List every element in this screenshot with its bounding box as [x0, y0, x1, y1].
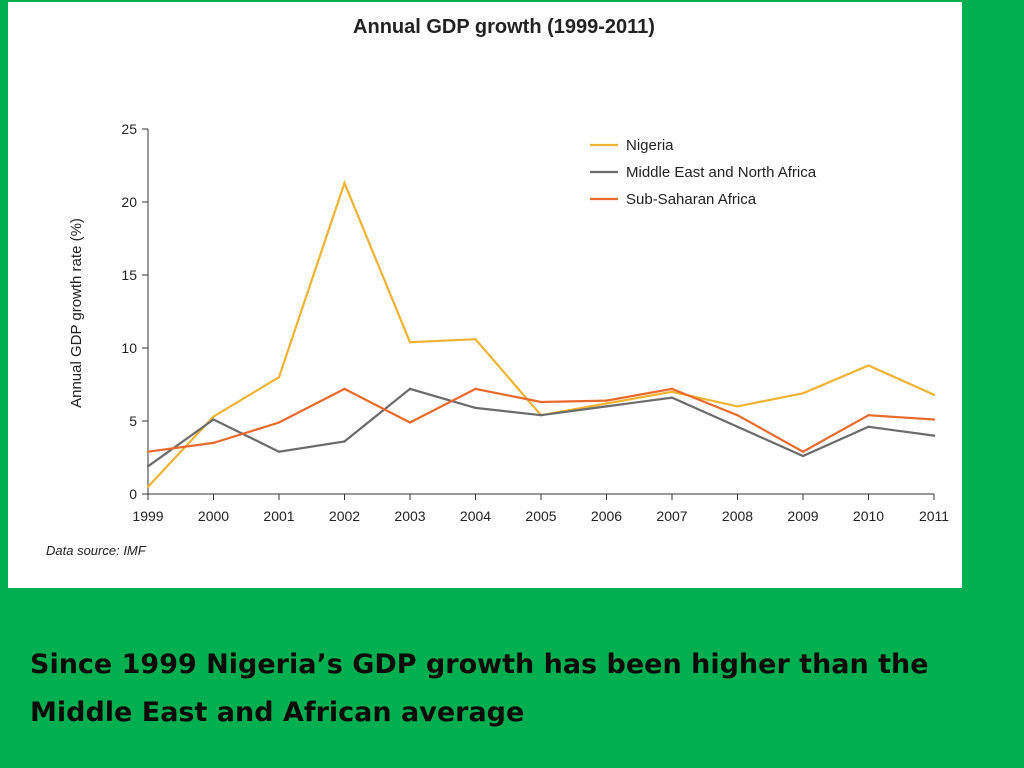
legend-item-sub-saharan-africa: Sub-Saharan Africa	[590, 191, 757, 208]
data-point	[474, 387, 477, 391]
data-source-note: Data source: IMF	[46, 543, 147, 558]
series-sub-saharan-africa	[146, 387, 936, 453]
y-tick-label: 10	[121, 340, 137, 356]
data-point	[736, 405, 739, 408]
data-point	[146, 485, 150, 488]
x-tick-label: 2011	[919, 508, 949, 524]
data-point	[736, 413, 739, 417]
data-point	[867, 413, 870, 417]
data-point	[539, 413, 543, 417]
data-point	[408, 421, 412, 424]
data-point	[277, 450, 281, 453]
y-tick-label: 25	[121, 121, 137, 137]
gdp-growth-line-chart: Annual GDP growth (1999-2011) Annual GDP…	[46, 16, 949, 558]
x-tick-label: 2001	[263, 508, 294, 524]
series-line-sub-saharan-africa	[147, 387, 935, 453]
data-point	[932, 393, 936, 396]
x-tick-label: 2009	[787, 508, 818, 524]
data-point	[867, 425, 870, 429]
series-middle-east-and-north-africa	[146, 387, 936, 468]
data-point	[539, 400, 543, 404]
x-tick-label: 1999	[132, 508, 163, 524]
x-tick-label: 2008	[722, 508, 753, 524]
legend-label: Nigeria	[626, 137, 674, 154]
x-tick-label: 2006	[591, 508, 622, 524]
data-point	[474, 406, 477, 410]
data-point	[605, 402, 608, 405]
x-tick-label: 2004	[460, 508, 491, 524]
legend-label: Sub-Saharan Africa	[626, 191, 757, 208]
data-point	[474, 338, 477, 341]
data-point	[343, 387, 346, 391]
data-point	[801, 392, 805, 395]
legend-label: Middle East and North Africa	[626, 164, 817, 181]
y-axis-label: Annual GDP growth rate (%)	[68, 218, 85, 408]
x-tick-label: 2002	[329, 508, 360, 524]
x-tick-label: 2003	[394, 508, 425, 524]
data-point	[670, 396, 674, 399]
data-point	[736, 425, 739, 429]
x-tick-label: 2010	[853, 508, 884, 524]
y-tick-label: 0	[129, 486, 137, 502]
chart-panel: Annual GDP growth (1999-2011) Annual GDP…	[8, 2, 962, 588]
axes: 0 5 10 15 20 25 1999 2000 2001 2002 2003 2004 2005 20…	[121, 121, 949, 524]
slide-caption: Since 1999 Nigeria’s GDP growth has been…	[30, 649, 929, 728]
data-point	[277, 376, 281, 379]
data-point	[343, 440, 346, 443]
data-point	[146, 450, 150, 453]
x-tick-label: 2000	[198, 508, 229, 524]
data-point	[212, 415, 215, 418]
series-line-nigeria	[147, 179, 935, 488]
legend: Nigeria Middle East and North Africa Sub-S…	[590, 137, 817, 208]
y-tick-label: 15	[121, 267, 137, 283]
legend-item-nigeria: Nigeria	[590, 137, 674, 154]
data-point	[801, 450, 805, 453]
x-tick-label: 2007	[656, 508, 687, 524]
data-point	[277, 421, 281, 424]
data-point	[408, 340, 412, 344]
y-tick-label: 20	[121, 194, 137, 210]
data-point	[212, 418, 215, 421]
y-tick-label: 5	[129, 413, 137, 429]
data-point	[670, 390, 674, 393]
data-point	[605, 399, 608, 402]
data-point	[343, 181, 346, 185]
data-point	[801, 454, 805, 458]
data-point	[408, 387, 412, 391]
series-lines	[146, 179, 936, 488]
data-point	[605, 405, 608, 408]
data-point	[212, 441, 215, 445]
series-nigeria	[146, 179, 936, 488]
data-point	[670, 387, 674, 391]
data-point	[146, 465, 150, 468]
data-point	[932, 434, 936, 437]
data-point	[932, 418, 936, 421]
chart-title: Annual GDP growth (1999-2011)	[353, 16, 655, 38]
data-point	[867, 364, 870, 367]
x-tick-label: 2005	[525, 508, 556, 524]
legend-item-middle-east-and-north-africa: Middle East and North Africa	[590, 164, 817, 181]
